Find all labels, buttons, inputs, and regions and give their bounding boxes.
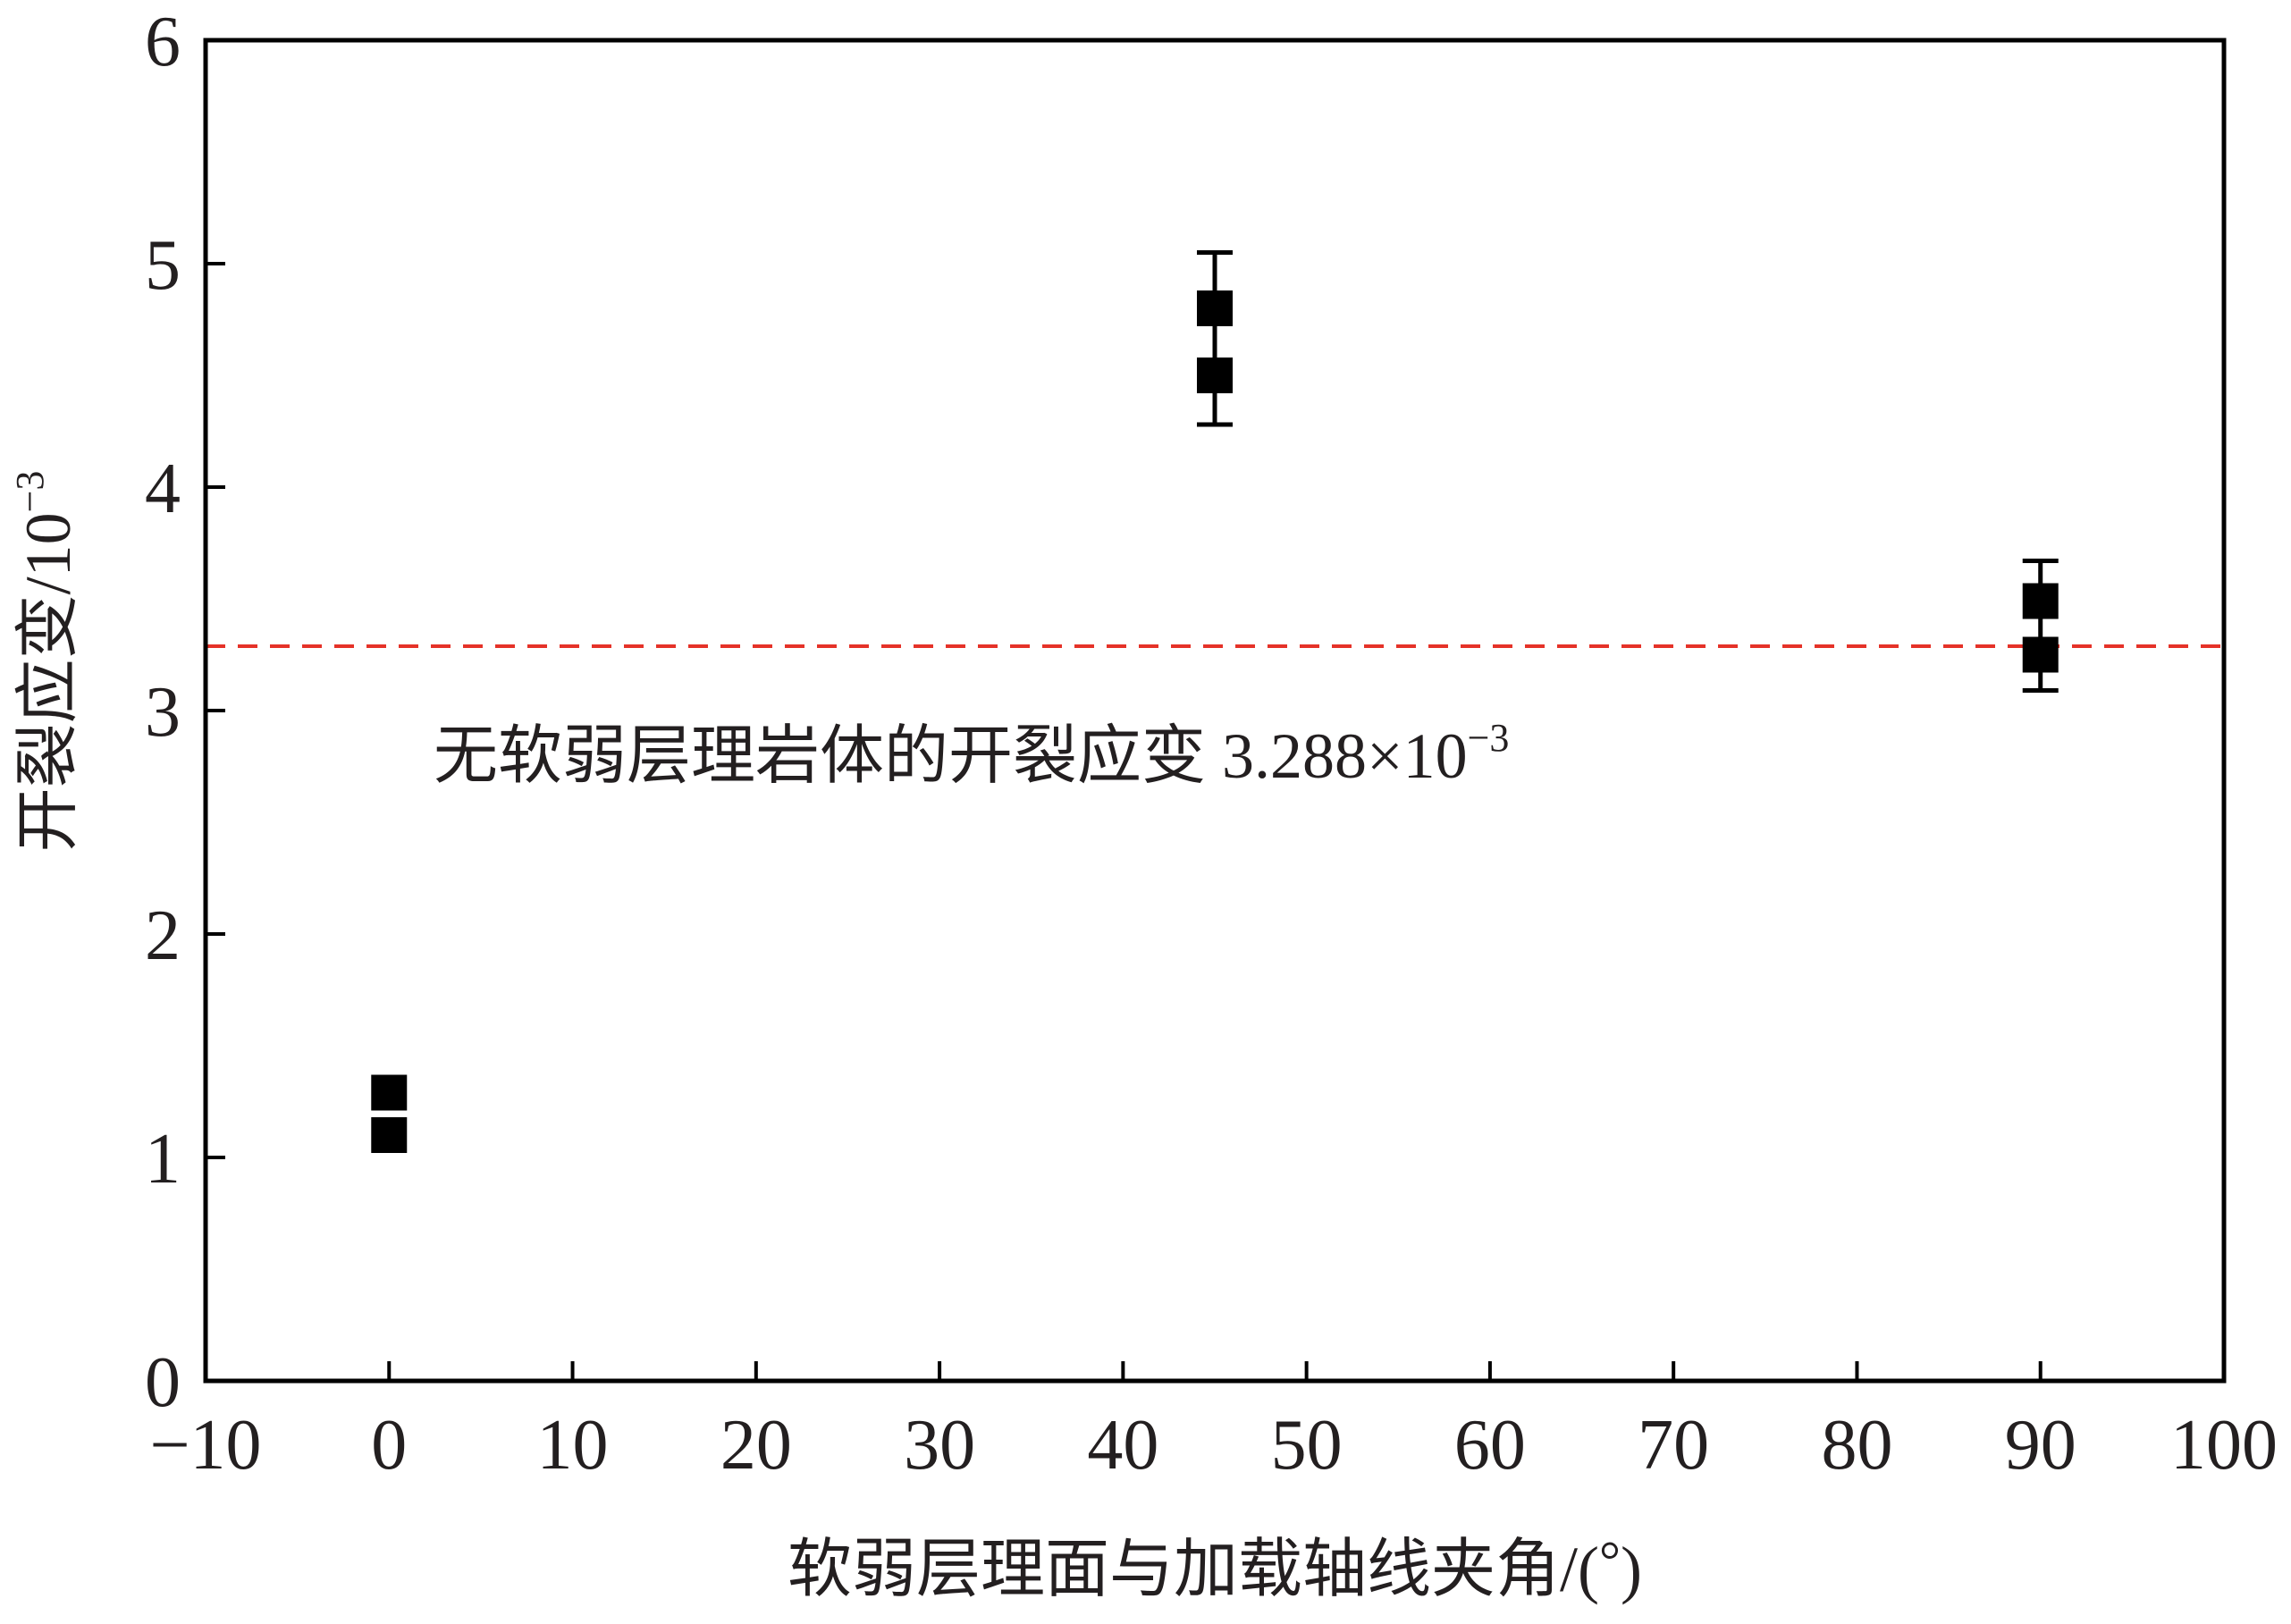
data-point <box>1197 358 1233 393</box>
x-axis-label: 软弱层理面与加载轴线夹角/(°) <box>788 1531 1642 1605</box>
x-tick-label: 30 <box>904 1406 975 1485</box>
y-axis-label-main: 开裂应变/10 <box>13 512 84 852</box>
y-axis-label: 开裂应变/10−3 <box>8 471 84 853</box>
data-point <box>371 1117 408 1153</box>
x-tick-label: 40 <box>1087 1406 1158 1485</box>
y-tick-label: 6 <box>145 3 181 81</box>
x-tick-label: 80 <box>1821 1406 1892 1485</box>
x-tick-label: 0 <box>371 1406 407 1485</box>
y-tick-label: 4 <box>145 450 181 528</box>
x-tick-label: 70 <box>1638 1406 1709 1485</box>
x-tick-label: 50 <box>1271 1406 1343 1485</box>
y-tick-label: 2 <box>145 896 181 975</box>
reference-annotation-exponent: −3 <box>1468 716 1510 760</box>
y-tick-label: 0 <box>145 1343 181 1422</box>
x-axis-label-close: ) <box>1621 1534 1642 1605</box>
y-tick-label: 1 <box>145 1120 181 1199</box>
data-point <box>2022 636 2059 673</box>
plot-frame <box>203 38 2227 1384</box>
x-tick-label: 100 <box>2170 1406 2278 1485</box>
x-tick-label: 60 <box>1454 1406 1526 1485</box>
x-axis-label-unit: ° <box>1599 1531 1621 1590</box>
y-tick-label: 3 <box>145 673 181 752</box>
x-tick-label: 10 <box>537 1406 609 1485</box>
x-axis-label-main: 软弱层理面与加载轴线夹角/( <box>788 1534 1599 1605</box>
data-point <box>371 1074 408 1111</box>
x-tick-label: −10 <box>149 1406 261 1485</box>
x-tick-label: 90 <box>2005 1406 2076 1485</box>
data-point <box>1197 290 1233 326</box>
data-point <box>2022 583 2059 619</box>
x-tick-label: 20 <box>720 1406 792 1485</box>
reference-annotation-main: 无软弱层理岩体的开裂应变 3.288×10 <box>434 720 1468 792</box>
y-axis-label-exponent: −3 <box>8 471 52 513</box>
reference-line-annotation: 无软弱层理岩体的开裂应变 3.288×10−3 <box>434 716 1509 792</box>
y-tick-label: 5 <box>145 226 181 305</box>
